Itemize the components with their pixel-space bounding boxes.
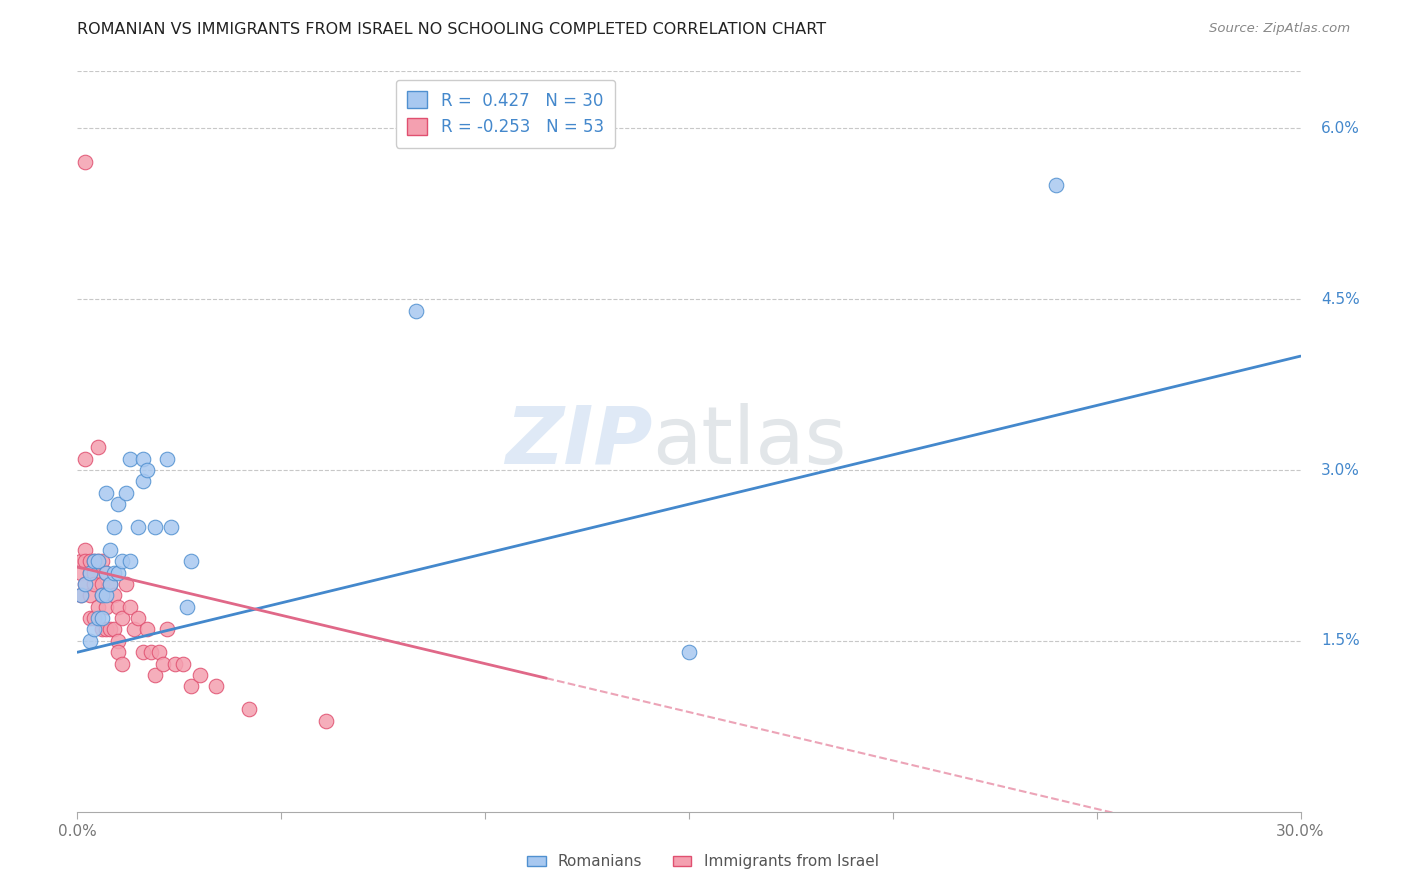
Point — [156, 623, 179, 637]
Point — [94, 599, 117, 614]
Point — [90, 588, 112, 602]
Point — [75, 451, 97, 466]
Point — [98, 577, 121, 591]
Point — [180, 680, 202, 694]
Point — [103, 520, 125, 534]
Point — [90, 588, 112, 602]
Point — [87, 611, 110, 625]
Point — [135, 463, 157, 477]
Text: ZIP: ZIP — [505, 402, 652, 481]
Point — [103, 588, 125, 602]
Point — [405, 303, 427, 318]
Text: atlas: atlas — [652, 402, 846, 481]
Point — [87, 599, 110, 614]
Point — [98, 577, 121, 591]
Point — [70, 554, 93, 568]
Point — [87, 554, 110, 568]
Point — [127, 520, 149, 534]
Point — [90, 623, 112, 637]
Point — [120, 451, 142, 466]
Point — [87, 440, 110, 454]
Point — [148, 645, 170, 659]
Point — [79, 566, 101, 580]
Legend: Romanians, Immigrants from Israel: Romanians, Immigrants from Israel — [522, 848, 884, 875]
Text: Source: ZipAtlas.com: Source: ZipAtlas.com — [1209, 22, 1350, 36]
Point — [172, 657, 194, 671]
Point — [143, 520, 166, 534]
Point — [94, 566, 117, 580]
Point — [70, 588, 93, 602]
Text: ROMANIAN VS IMMIGRANTS FROM ISRAEL NO SCHOOLING COMPLETED CORRELATION CHART: ROMANIAN VS IMMIGRANTS FROM ISRAEL NO SC… — [77, 22, 827, 37]
Point — [94, 623, 117, 637]
Point — [143, 668, 166, 682]
Point — [188, 668, 211, 682]
Point — [83, 554, 105, 568]
Point — [1045, 178, 1067, 193]
Point — [90, 577, 112, 591]
Point — [111, 611, 134, 625]
Point — [131, 645, 153, 659]
Point — [205, 680, 228, 694]
Point — [131, 451, 153, 466]
Point — [115, 485, 138, 500]
Point — [107, 645, 129, 659]
Point — [75, 155, 97, 169]
Point — [238, 702, 260, 716]
Point — [79, 588, 101, 602]
Point — [94, 588, 117, 602]
Point — [315, 714, 337, 728]
Point — [98, 623, 121, 637]
Point — [103, 566, 125, 580]
Point — [115, 577, 138, 591]
Point — [678, 645, 700, 659]
Point — [107, 497, 129, 511]
Point — [160, 520, 183, 534]
Text: 6.0%: 6.0% — [1322, 120, 1360, 136]
Point — [87, 554, 110, 568]
Point — [120, 554, 142, 568]
Text: 4.5%: 4.5% — [1322, 292, 1360, 307]
Point — [83, 566, 105, 580]
Point — [79, 611, 101, 625]
Point — [75, 554, 97, 568]
Point — [70, 588, 93, 602]
Point — [75, 542, 97, 557]
Point — [103, 623, 125, 637]
Point — [79, 633, 101, 648]
Point — [70, 566, 93, 580]
Point — [75, 577, 97, 591]
Point — [176, 599, 198, 614]
Point — [83, 554, 105, 568]
Point — [139, 645, 162, 659]
Point — [165, 657, 187, 671]
Point — [107, 633, 129, 648]
Point — [135, 623, 157, 637]
Point — [94, 566, 117, 580]
Point — [124, 623, 146, 637]
Point — [152, 657, 174, 671]
Point — [90, 554, 112, 568]
Point — [79, 566, 101, 580]
Point — [131, 475, 153, 489]
Point — [156, 451, 179, 466]
Point — [90, 611, 112, 625]
Point — [120, 599, 142, 614]
Point — [111, 554, 134, 568]
Point — [98, 542, 121, 557]
Point — [180, 554, 202, 568]
Point — [107, 599, 129, 614]
Point — [75, 577, 97, 591]
Point — [83, 611, 105, 625]
Point — [83, 623, 105, 637]
Text: 1.5%: 1.5% — [1322, 633, 1360, 648]
Legend: R =  0.427   N = 30, R = -0.253   N = 53: R = 0.427 N = 30, R = -0.253 N = 53 — [395, 79, 616, 148]
Text: 3.0%: 3.0% — [1322, 463, 1360, 477]
Point — [83, 577, 105, 591]
Point — [94, 485, 117, 500]
Point — [79, 554, 101, 568]
Point — [107, 566, 129, 580]
Point — [111, 657, 134, 671]
Point — [127, 611, 149, 625]
